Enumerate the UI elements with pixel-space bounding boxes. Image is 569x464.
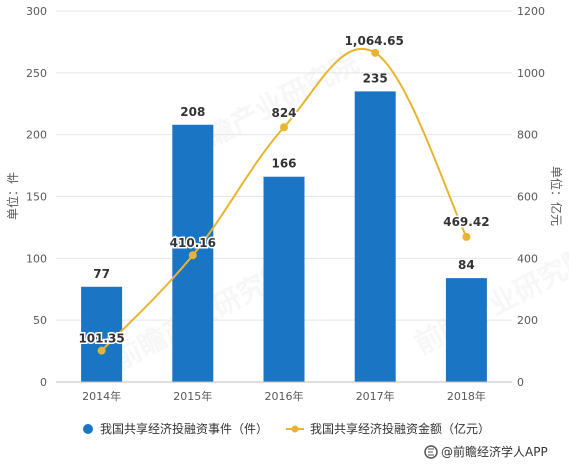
line-point	[280, 123, 288, 132]
y-tick-label-right: 200	[517, 314, 538, 327]
x-tick-label: 2015年	[173, 389, 212, 403]
legend-bar-label: 我国共享经济投融资事件（件）	[100, 421, 268, 436]
y-tick-label-left: 200	[26, 129, 47, 142]
line-value-label: 101.35	[78, 332, 124, 346]
line-value-label: 410.16	[170, 236, 216, 250]
y-tick-label-right: 800	[517, 129, 538, 142]
y-tick-label-left: 250	[26, 67, 47, 80]
x-tick-label: 2017年	[356, 389, 395, 403]
line-value-label: 469.42	[443, 215, 489, 229]
bar-value-label: 208	[180, 105, 205, 119]
line-value-label: 824	[271, 106, 296, 120]
bar-value-label: 84	[458, 258, 475, 272]
x-tick-label: 2014年	[82, 389, 121, 403]
y-tick-label-right: 600	[517, 191, 538, 204]
line-value-label: 1,064.65	[345, 34, 404, 48]
bar-value-label: 235	[363, 71, 388, 85]
legend: 我国共享经济投融资事件（件） 我国共享经济投融资金额（亿元）	[83, 421, 490, 436]
bar	[81, 286, 123, 382]
bar-value-label: 77	[93, 267, 110, 281]
y-tick-label-right: 0	[517, 376, 524, 389]
line-point	[371, 48, 380, 57]
source-text: @前瞻经济学人APP	[441, 444, 548, 459]
bar	[445, 278, 487, 382]
y-tick-label-right: 400	[517, 252, 538, 265]
y-axis-title-left: 单位：件	[5, 172, 20, 220]
x-tick-label: 2018年	[447, 389, 486, 403]
y-tick-label-left: 300	[26, 5, 47, 18]
legend-line-dot	[291, 425, 299, 433]
y-tick-label-left: 150	[26, 191, 47, 204]
x-tick-label: 2016年	[265, 389, 304, 403]
legend-line-label: 我国共享经济投融资金额（亿元）	[310, 421, 490, 436]
line-point	[188, 251, 197, 260]
series-line	[100, 47, 468, 352]
y-tick-label-left: 100	[26, 252, 47, 265]
y-tick-label-left: 0	[40, 376, 47, 389]
source: @前瞻经济学人APP	[424, 444, 548, 459]
y-axis-title-right: 单位：亿元	[549, 166, 564, 226]
legend-bar-marker	[83, 424, 93, 434]
bar	[263, 176, 305, 382]
qianzhan-logo-icon	[424, 445, 438, 459]
bar-value-label: 166	[271, 157, 296, 171]
y-tick-label-right: 1200	[517, 5, 545, 18]
bar	[354, 91, 396, 382]
line-point	[97, 346, 106, 355]
y-tick-label-left: 50	[33, 314, 47, 327]
qianzhan-logo-mark	[428, 448, 434, 456]
line-point	[462, 232, 471, 241]
y-tick-label-right: 1000	[517, 67, 545, 80]
